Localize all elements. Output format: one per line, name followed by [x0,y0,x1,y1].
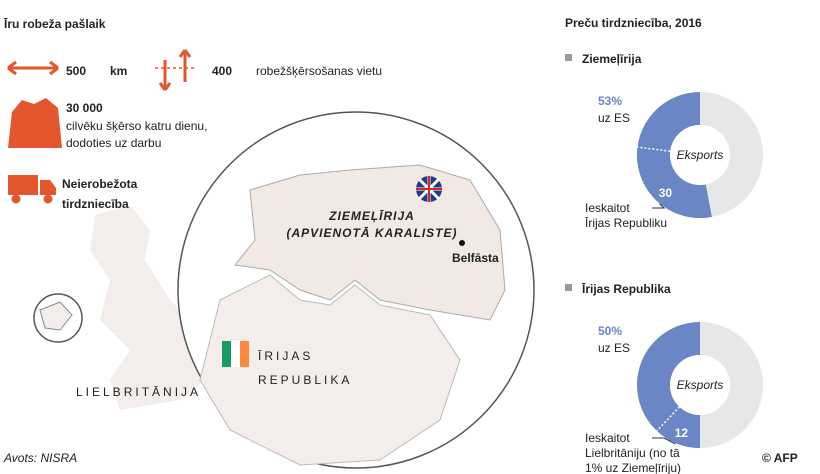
ie-flag-green [222,341,231,367]
donut-hole [670,125,730,185]
roi-land [199,274,461,466]
people-icon [8,98,62,148]
ni-sublabel: (APVIENOTĀ KARALISTE) [287,226,458,240]
note: Īrijas Republiku [585,216,667,230]
chart-title: Ziemeļīrija [582,52,642,66]
truck-cab [40,180,56,195]
trade-title: Preču tirdzniecība, 2016 [565,16,702,30]
roi-label: ĪRIJAS [258,349,313,363]
eu-text: uz ES [598,111,630,125]
partner-segment [656,406,700,449]
fact-value: 30 000 [66,101,103,115]
fact-text: cilvēku šķērso katru dienu, [66,119,207,133]
note: Ieskaitot [585,201,630,215]
fact-text: robežšķērsošanas vietu [256,64,382,78]
ie-flag-orange [240,341,249,367]
center-label: Eksports [677,378,724,392]
credit: © AFP [762,451,798,465]
legend-square [565,284,572,291]
truck-wheel [43,194,53,204]
fact-text: tirdzniecība [62,197,129,211]
fact-value: 400 [212,64,232,78]
partner-divider [656,406,681,432]
icons [7,49,195,204]
eu-text: uz ES [598,341,630,355]
fact-text: dodoties uz darbu [66,136,161,150]
note: Lielbritāniju (no tā [585,446,680,460]
title: Īru robeža pašlaik [3,17,106,31]
truck-wheel [11,194,21,204]
chart-title: Īrijas Republika [581,282,671,296]
fact-value: 500 [66,64,86,78]
center-label: Eksports [677,148,724,162]
city-dot [459,240,465,246]
source: Avots: NISRA [3,451,77,465]
fact-text: Neierobežota [62,177,138,191]
gb-label: LIELBRITĀNIJA [76,385,201,399]
eu-label: 53% [598,94,622,108]
truck-body [8,175,38,195]
partner-label: 12 [675,426,689,440]
legend-square [565,54,572,61]
map: ZIEMEĻĪRIJA (APVIENOTĀ KARALISTE) Belfās… [33,111,535,469]
fact-unit: km [110,64,127,78]
ie-flag-white [231,341,240,367]
ni-land [234,164,506,321]
gb-land [90,205,205,410]
partner-divider [637,146,671,152]
note: Ieskaitot [585,431,630,445]
ni-label: ZIEMEĻĪRIJA [328,209,415,223]
crossing-icon [158,49,192,91]
note: 1% uz Ziemeļīriju) [585,461,681,474]
distance-icon [7,60,59,76]
note-leader [652,437,676,445]
donut-hole [670,355,730,415]
partner-segment [636,147,712,218]
city-label: Belfāsta [452,251,499,265]
inset-land [39,301,73,331]
eu-label: 50% [598,324,622,338]
uk-flag-red [416,176,442,202]
partner-label: 30 [659,186,673,200]
roi-label: REPUBLIKA [258,373,352,387]
note-leader [652,203,666,209]
